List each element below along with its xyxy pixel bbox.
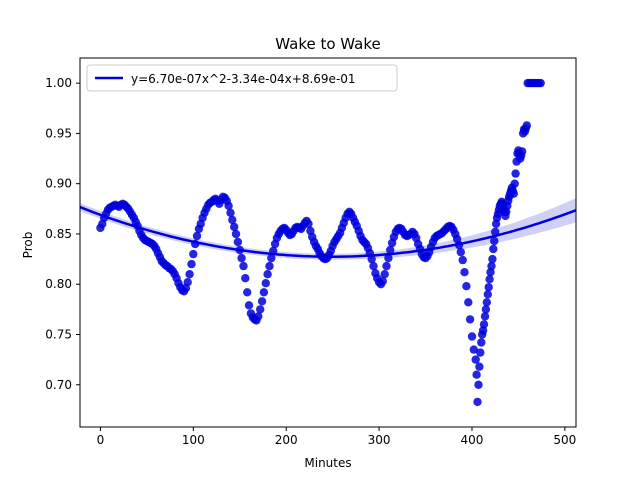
- data-point: [192, 231, 202, 241]
- data-point: [257, 297, 267, 306]
- data-point: [476, 348, 485, 357]
- legend: y=6.70e-07x^2-3.34e-04x+8.69e-01: [86, 64, 398, 92]
- x-tick-label: 100: [182, 433, 205, 447]
- data-point: [304, 219, 313, 229]
- data-point: [469, 345, 478, 354]
- x-tick-label: 300: [368, 433, 391, 447]
- data-point: [256, 305, 265, 314]
- data-point: [491, 227, 500, 237]
- data-point: [239, 261, 248, 271]
- legend-label: y=6.70e-07x^2-3.34e-04x+8.69e-01: [131, 72, 356, 86]
- chart-title: Wake to Wake: [275, 35, 380, 53]
- data-point: [233, 237, 243, 247]
- data-point: [224, 201, 233, 210]
- data-point: [386, 245, 395, 255]
- y-axis-label: Prob: [21, 232, 35, 259]
- data-point: [228, 215, 237, 225]
- legend-box: [86, 64, 398, 92]
- data-point: [467, 332, 477, 341]
- data-point: [482, 298, 491, 307]
- regression-line-layer: [79, 205, 577, 258]
- data-point: [237, 253, 246, 263]
- x-tick-label: 0: [97, 433, 105, 447]
- data-point: [265, 261, 274, 271]
- y-tick-label: 0.95: [45, 126, 72, 140]
- data-point: [187, 259, 196, 269]
- data-point: [484, 283, 493, 292]
- data-point: [489, 244, 498, 254]
- data-point: [367, 254, 376, 264]
- data-point: [456, 247, 465, 257]
- x-axis-label: Minutes: [304, 456, 351, 470]
- data-point: [465, 315, 475, 324]
- x-tick-label: 400: [461, 433, 484, 447]
- x-tick-label: 200: [275, 433, 298, 447]
- data-points-layer: [96, 78, 545, 407]
- y-tick-label: 0.90: [45, 177, 72, 191]
- data-point: [481, 305, 491, 314]
- y-tick-label: 0.75: [45, 327, 72, 341]
- data-point: [488, 254, 497, 264]
- data-point: [243, 288, 252, 297]
- data-point: [259, 288, 269, 297]
- x-tick-label: 500: [553, 433, 576, 447]
- y-tick-label: 0.70: [45, 378, 72, 392]
- y-tick-label: 0.85: [45, 227, 72, 241]
- data-point: [462, 282, 471, 291]
- data-point: [384, 253, 393, 263]
- data-point: [261, 279, 270, 288]
- y-tick-label: 0.80: [45, 277, 72, 291]
- data-point: [480, 312, 490, 321]
- regression-fit-line: [79, 205, 577, 258]
- data-point: [490, 236, 499, 246]
- y-tick-label: 1.00: [45, 76, 72, 90]
- data-point: [477, 338, 486, 347]
- data-point: [460, 268, 469, 277]
- y-axis-ticks: 0.70 0.75 0.80 0.85 0.90 0.95 1.00: [45, 76, 80, 392]
- data-point: [183, 278, 192, 287]
- data-point: [369, 261, 378, 271]
- data-point: [185, 270, 194, 279]
- x-axis-ticks: 0 100 200 300 400 500: [97, 427, 576, 447]
- data-point: [382, 261, 391, 271]
- data-point: [473, 397, 482, 407]
- data-point: [517, 147, 527, 156]
- data-point: [263, 270, 272, 279]
- data-point: [471, 355, 480, 364]
- data-point: [536, 78, 545, 88]
- data-point: [479, 320, 489, 329]
- data-point: [241, 274, 250, 283]
- data-point: [231, 229, 241, 239]
- data-point: [378, 277, 387, 286]
- data-point: [458, 255, 467, 265]
- data-point: [254, 312, 263, 321]
- data-point: [244, 301, 254, 310]
- data-point: [464, 298, 473, 307]
- data-point: [267, 253, 276, 263]
- data-point: [472, 370, 481, 379]
- data-point: [510, 179, 519, 188]
- data-point: [487, 261, 496, 271]
- plot-area-frame: [79, 57, 577, 428]
- data-point: [483, 290, 492, 299]
- data-point: [509, 189, 518, 198]
- data-point: [522, 121, 531, 130]
- data-point: [189, 249, 198, 259]
- data-point: [475, 362, 484, 371]
- data-point: [474, 380, 483, 389]
- data-point: [230, 222, 239, 232]
- data-point: [226, 208, 235, 217]
- data-point: [511, 169, 520, 178]
- data-point: [485, 275, 494, 284]
- data-point: [380, 270, 389, 279]
